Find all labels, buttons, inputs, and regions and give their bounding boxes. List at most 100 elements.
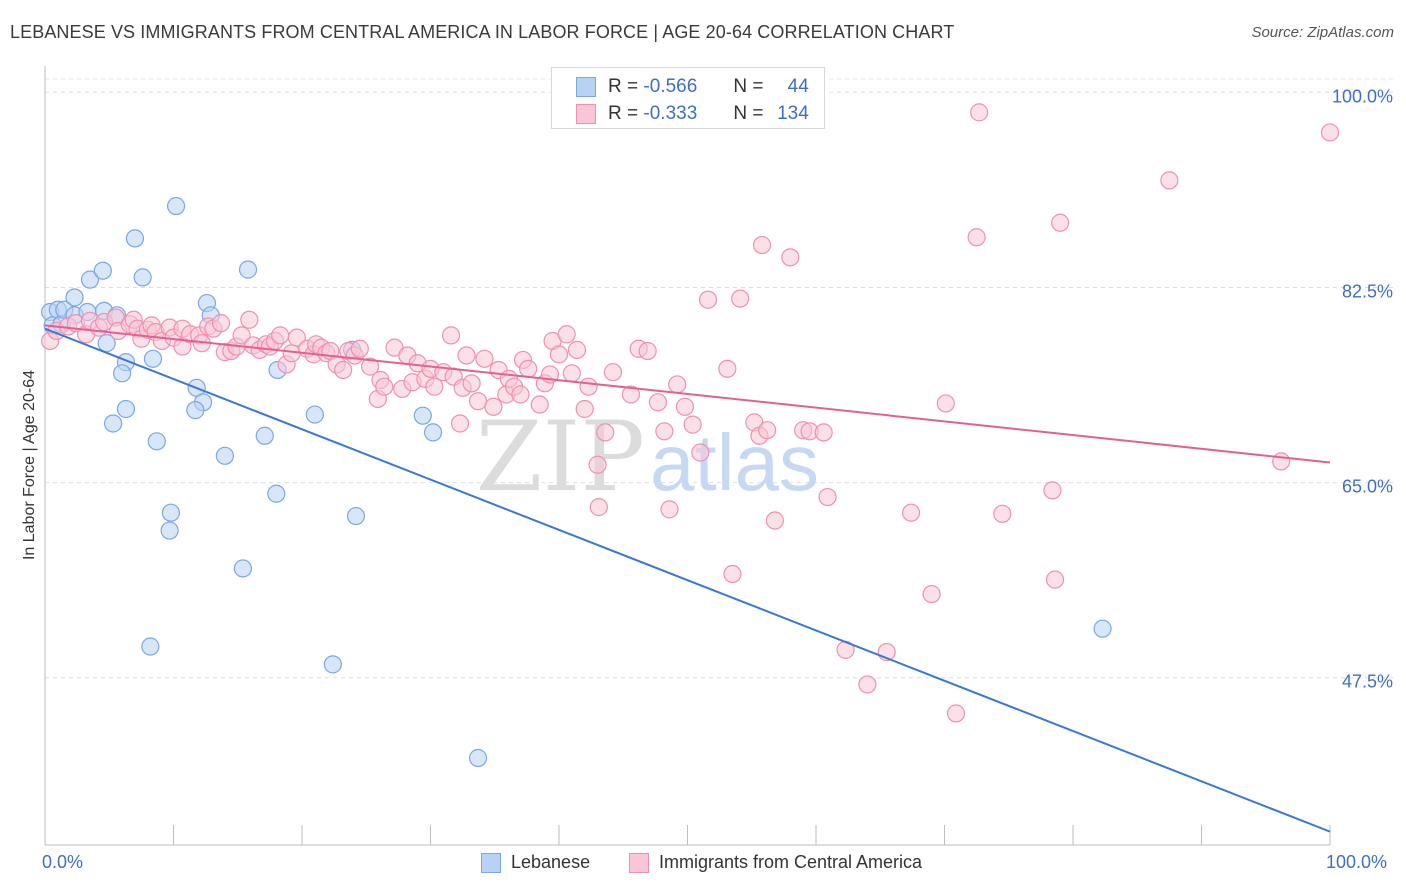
data-point: [621, 385, 641, 404]
data-point: [731, 289, 750, 308]
data-point: [579, 377, 598, 396]
data-point: [457, 346, 476, 365]
legend-r-value: -0.566: [643, 76, 698, 97]
data-point: [683, 415, 702, 434]
data-point: [752, 235, 772, 255]
bottom-legend-label: Immigrants from Central America: [659, 852, 923, 872]
data-point: [993, 504, 1012, 523]
series-immigrants-central-america: [41, 103, 1340, 723]
data-point: [814, 423, 833, 442]
data-point: [186, 401, 205, 420]
data-point: [484, 397, 503, 416]
data-point: [441, 326, 461, 345]
data-point: [413, 406, 432, 425]
legend-row-immigrants: R = -0.333 N = 134: [576, 102, 809, 126]
data-point: [350, 339, 369, 358]
data-point: [97, 334, 116, 353]
y-tick-label: 65.0%: [1342, 477, 1393, 497]
data-point: [287, 328, 306, 347]
watermark-zip: ZIP: [476, 401, 645, 513]
data-point: [549, 345, 569, 364]
data-point: [698, 290, 718, 309]
data-point: [718, 359, 737, 378]
legend-n-label: N =: [733, 76, 764, 97]
y-tick-label: 47.5%: [1342, 672, 1393, 692]
bottom-legend: Lebanese Immigrants from Central America: [0, 852, 1406, 878]
x-axis-min-label: 0.0%: [42, 852, 84, 872]
data-point: [589, 498, 608, 517]
correlation-legend: R = -0.566 N = 44 R = -0.333 N = 134: [551, 67, 825, 129]
data-point: [255, 426, 274, 445]
watermark-atlas: atlas: [650, 418, 819, 507]
x-axis-max-label: 100.0%: [1326, 852, 1388, 872]
data-point: [238, 260, 258, 279]
data-point: [116, 399, 136, 419]
trend-line: [44, 324, 1331, 464]
data-point: [818, 487, 837, 507]
data-point: [147, 432, 166, 451]
data-point: [93, 261, 112, 280]
data-point: [1272, 452, 1291, 471]
data-point: [691, 443, 710, 462]
data-point: [468, 392, 488, 411]
data-point: [267, 484, 286, 503]
data-point: [375, 377, 394, 396]
data-point: [970, 103, 989, 122]
y-tick-label: 100.0%: [1332, 86, 1393, 106]
watermark: ZIP atlas: [476, 401, 819, 513]
data-point: [334, 360, 353, 380]
data-point: [1051, 213, 1070, 232]
data-point: [530, 395, 549, 414]
bottom-legend-label: Lebanese: [511, 852, 591, 872]
data-point: [468, 748, 488, 768]
data-point: [511, 385, 530, 404]
data-point: [660, 500, 679, 519]
trend-line: [44, 327, 1331, 833]
data-point: [161, 503, 181, 522]
data-point: [765, 511, 784, 530]
data-point: [233, 559, 252, 578]
data-point: [323, 655, 342, 674]
bottom-legend-item-immigrants[interactable]: Immigrants from Central America: [629, 852, 922, 873]
data-point: [557, 325, 576, 344]
data-point: [575, 399, 594, 419]
legend-row-lebanese: R = -0.566 N = 44: [576, 75, 809, 99]
data-point: [133, 268, 152, 287]
data-point: [215, 446, 234, 465]
legend-r-label: R =: [608, 76, 639, 97]
data-point: [160, 521, 179, 540]
data-point: [781, 248, 800, 267]
data-point: [80, 270, 100, 289]
data-point: [211, 314, 231, 333]
y-tick-label: 82.5%: [1342, 281, 1393, 301]
legend-swatch-lebanese: [576, 77, 596, 97]
grid-lines: [45, 78, 1395, 679]
source-label: Source: ZipAtlas.com: [1251, 24, 1394, 41]
data-point: [65, 288, 84, 307]
data-point: [141, 637, 160, 656]
legend-swatch-immigrants: [576, 104, 596, 124]
data-point: [305, 405, 324, 424]
data-point: [232, 326, 251, 345]
data-point: [112, 364, 132, 383]
data-point: [723, 564, 742, 584]
data-point: [240, 310, 259, 329]
data-point: [166, 196, 186, 216]
data-point: [450, 414, 470, 433]
data-point: [1045, 570, 1065, 589]
data-point: [675, 397, 695, 416]
data-point: [655, 422, 674, 441]
data-point: [758, 421, 777, 440]
legend-r-value: -0.333: [643, 103, 698, 124]
data-point: [967, 228, 986, 247]
data-point: [668, 375, 687, 394]
trend-lines: [44, 324, 1331, 833]
data-point: [143, 349, 163, 368]
data-point: [922, 585, 941, 604]
legend-swatch-immigrants: [629, 852, 649, 873]
data-point: [462, 374, 481, 393]
data-point: [425, 377, 444, 396]
data-point: [901, 503, 921, 522]
bottom-legend-item-lebanese[interactable]: Lebanese: [481, 852, 590, 873]
